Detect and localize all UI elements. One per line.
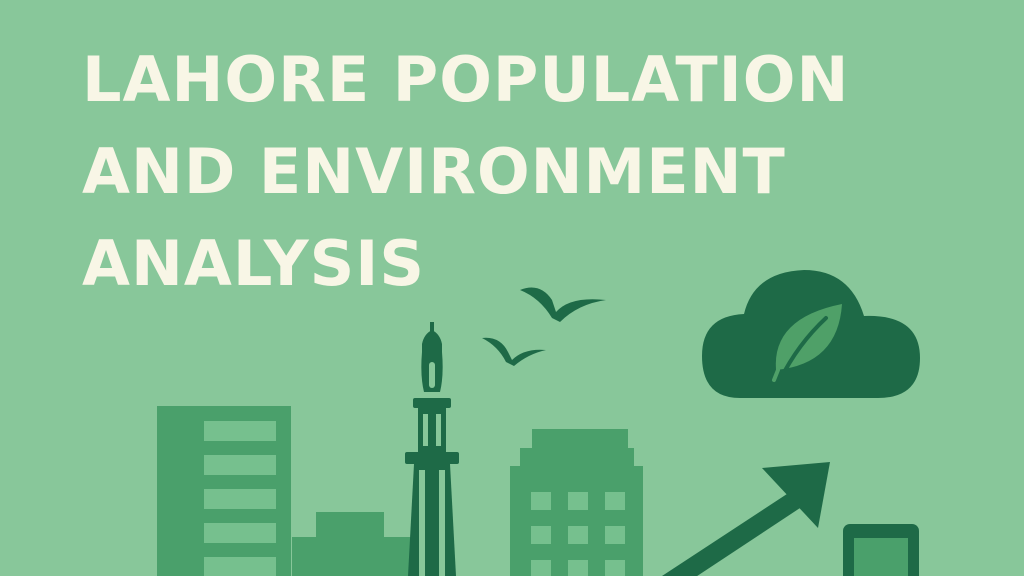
title-line-1: LAHORE POPULATION	[82, 43, 850, 116]
building-right	[510, 429, 643, 576]
tower-icon	[405, 322, 459, 576]
leaf-icon	[772, 304, 842, 382]
building-small	[292, 512, 412, 576]
arrow-up-right-icon	[662, 462, 830, 576]
building-left	[157, 406, 291, 576]
bird-icon	[520, 287, 606, 322]
device-icon	[843, 524, 919, 576]
title-line-2: AND ENVIRONMENT	[82, 135, 786, 208]
tower-openings	[419, 362, 445, 576]
bird-icon	[482, 337, 546, 366]
page-title: LAHORE POPULATION AND ENVIRONMENT ANALYS…	[82, 34, 962, 310]
title-line-3: ANALYSIS	[82, 227, 425, 300]
